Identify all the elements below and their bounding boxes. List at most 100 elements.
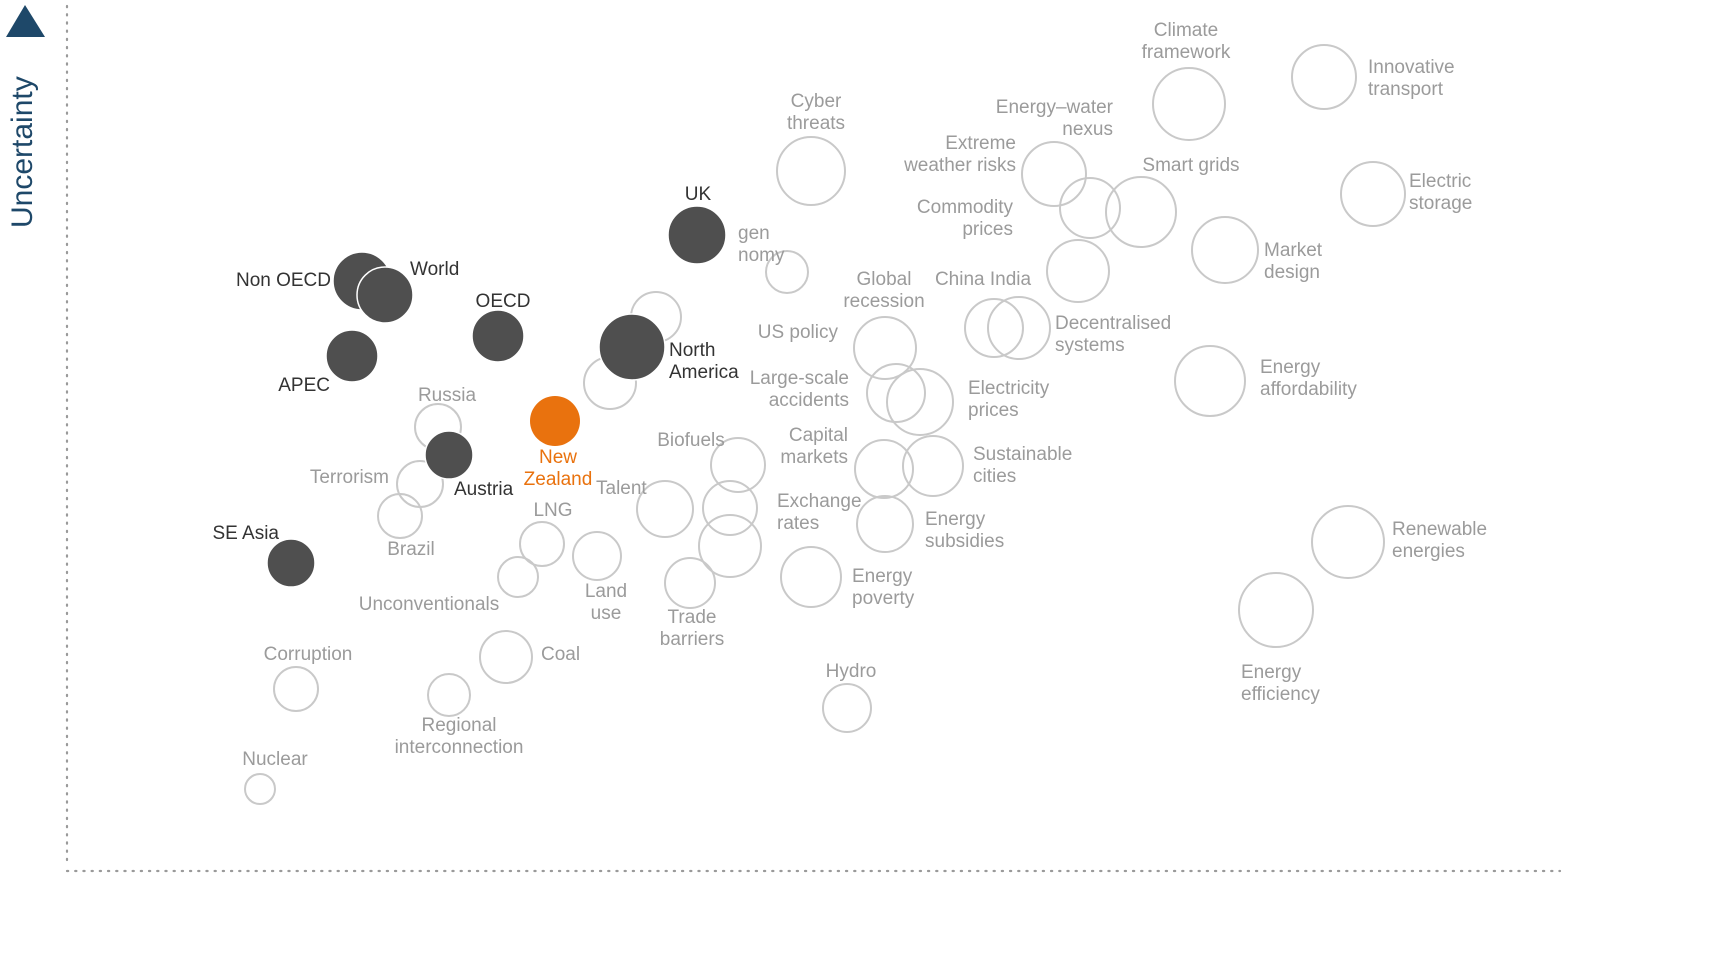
label-line: Energy [1260,357,1321,378]
label-line: Renewable [1392,519,1487,540]
label-line: nomy [738,245,785,266]
bubble-hydrogen-economy [765,250,809,294]
label-uk: UK [685,184,712,205]
bubble-north-america [598,313,666,381]
label-line: Talent [596,478,647,499]
label-line: Smart grids [1142,155,1239,176]
label-line: energies [1392,541,1465,562]
bubble-hydro [822,683,872,733]
bubble-land-use [572,531,622,581]
label-line: Trade [668,607,717,628]
label-line: Austria [454,479,514,500]
y-axis-title: Uncertainty [6,76,39,228]
label-line: Nuclear [242,749,308,770]
label-energy-affordability: Energy affordability [1260,357,1357,400]
label-line: interconnection [395,737,524,758]
bubble-talent [636,480,694,538]
label-line: prices [968,400,1019,421]
label-line: Brazil [387,539,435,560]
label-line: Energy–water [996,97,1114,118]
bubble-energy-water-nexus [1059,177,1121,239]
label-regional-interconnection: Regional interconnection [395,715,524,758]
label-line: Regional [422,715,497,736]
bubble-energy-affordability [1174,345,1246,417]
bubble-trade-barriers [664,557,716,609]
label-line: Terrorism [310,467,389,488]
bubble-capital-markets [854,439,914,499]
label-energy-poverty: Energy poverty [852,566,915,609]
label-line: Large-scale [750,368,849,389]
label-energy-subsidies: Energy subsidies [925,509,1004,552]
bubble-talent-2 [702,480,758,536]
label-line: Sustainable [973,444,1072,465]
label-line: Non OECD [236,270,331,291]
label-trade-barriers: Trade barriers [660,607,724,650]
bubble-cyber-threats [776,136,846,206]
label-russia: Russia [418,385,477,406]
label-line: recession [843,291,924,312]
label-line: affordability [1260,379,1357,400]
label-line: Cyber [791,91,842,112]
label-line: North [669,340,715,361]
label-line: Market [1264,240,1323,261]
bubble-commodity-prices [1046,239,1110,303]
label-line: prices [962,219,1013,240]
label-line: gen [738,223,770,244]
bubble-nuclear [244,773,276,805]
label-line: Electricity [968,378,1050,399]
label-electric-storage: Electric storage [1409,171,1472,214]
bubble-brazil [377,493,423,539]
label-extreme-weather-risks: Extreme weather risks [903,133,1016,176]
label-line: design [1264,262,1320,283]
label-sustainable-cities: Sustainable cities [973,444,1072,487]
label-smart-grids: Smart grids [1142,155,1239,176]
bubble-corruption [273,666,319,712]
label-nuclear: Nuclear [242,749,308,770]
label-line: use [591,603,622,624]
label-line: Exchange [777,491,862,512]
bubble-labels: UK World Non OECD OECD APEC North America Austr… [212,20,1487,770]
label-china-india: China India [935,269,1032,290]
bubble-energy-subsidies [856,495,914,553]
bubble-oecd [471,309,525,363]
bubble-large-scale-accidents [866,363,926,423]
label-line: Zealand [524,469,593,490]
label-line: US policy [758,322,839,343]
label-oecd: OECD [476,291,531,312]
bubble-unconventionals [497,556,539,598]
label-line: efficiency [1241,684,1320,705]
label-climate-framework: Climate framework [1142,20,1231,63]
label-line: Energy [1241,662,1302,683]
bubble-electric-storage [1340,161,1406,227]
label-line: China India [935,269,1032,290]
label-line: cities [973,466,1016,487]
bubble-renewable-energies [1311,505,1385,579]
label-line: systems [1055,335,1125,356]
label-line: Electric [1409,171,1471,192]
label-line: framework [1142,42,1231,63]
bubble-new-zealand [530,396,580,446]
label-line: Decentralised [1055,313,1171,334]
label-line: World [410,259,459,280]
label-line: Biofuels [657,430,725,451]
label-lng: LNG [533,500,572,521]
label-apec: APEC [278,375,330,396]
label-line: poverty [852,588,915,609]
label-line: Capital [789,425,848,446]
bubble-exchange-rates [698,514,762,578]
bubble-biofuels [710,437,766,493]
label-exchange-rates: Exchange rates [777,491,862,534]
label-large-scale-accidents: Large-scale accidents [750,368,849,411]
label-line: LNG [533,500,572,521]
bubble-austria [424,430,474,480]
bubble-smart-grids [1105,176,1177,248]
label-market-design: Market design [1264,240,1323,283]
bubble-se-asia [266,538,316,588]
bubble-electricity-prices [886,368,954,436]
label-line: Corruption [264,644,353,665]
label-se-asia: SE Asia [212,523,279,544]
label-coal: Coal [541,644,580,665]
bubble-energy-poverty [780,546,842,608]
bubble-lng [519,521,565,567]
bubble-energy-efficiency [1238,572,1314,648]
